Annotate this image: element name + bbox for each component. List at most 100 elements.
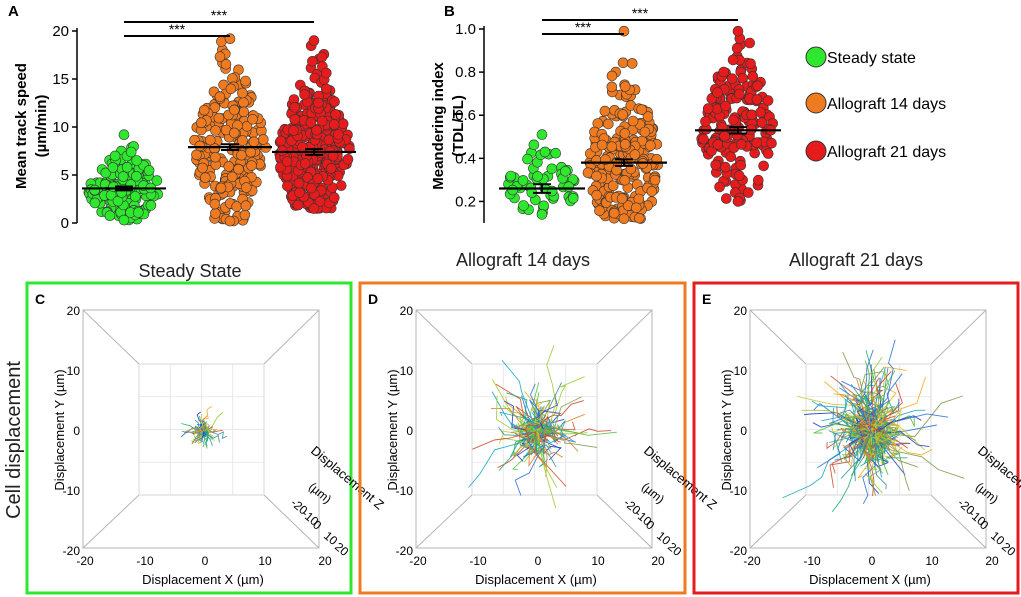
x-tick-label: -20	[743, 554, 761, 568]
data-point	[698, 133, 709, 145]
data-point	[766, 137, 777, 149]
data-point	[712, 87, 723, 98]
data-point	[316, 115, 328, 127]
data-point	[210, 208, 221, 219]
data-point	[320, 67, 332, 79]
series-2	[695, 25, 781, 207]
track-line	[468, 431, 537, 488]
data-point	[107, 162, 119, 173]
track-line	[501, 360, 537, 432]
data-point	[646, 186, 658, 197]
data-point	[617, 57, 629, 69]
data-point	[238, 106, 249, 118]
data-point	[299, 158, 311, 169]
track-line	[865, 371, 890, 432]
track-line	[870, 430, 888, 450]
data-point	[89, 184, 100, 196]
data-point	[198, 104, 210, 116]
data-point	[563, 181, 575, 192]
y-tick-label: 10	[52, 119, 69, 136]
panel-e: Allograft 21 days E -20 -10 0 10 20 Displacem…	[692, 250, 1021, 595]
z-axis-unit: (µm)	[639, 480, 667, 507]
x-tick-label: 10	[258, 554, 272, 568]
data-point	[145, 200, 157, 211]
data-point	[629, 149, 641, 160]
data-point	[316, 51, 328, 63]
track-line	[862, 380, 882, 432]
x-tick-label: 0	[535, 554, 542, 568]
data-point	[591, 189, 603, 201]
box-edge	[263, 494, 320, 549]
series-2	[272, 35, 356, 214]
track-line	[797, 395, 871, 432]
box-edge	[596, 309, 653, 365]
box-front	[749, 309, 987, 549]
data-point	[312, 173, 324, 184]
data-point	[726, 73, 738, 84]
svg-text:(µm/min): (µm/min)	[33, 95, 50, 158]
significance-label: ***	[211, 7, 228, 23]
x-tick-label: 10	[591, 554, 605, 568]
data-point	[734, 88, 745, 100]
track-line	[504, 400, 537, 432]
panel-e-label: E	[702, 291, 711, 307]
track-line	[870, 371, 892, 432]
panel-a-axes: 0 5 10 15 20 *** ***	[52, 7, 356, 232]
x-tick-label: 20	[985, 554, 999, 568]
data-point	[342, 154, 354, 165]
track-line	[862, 431, 877, 505]
data-point	[751, 94, 763, 105]
data-point	[238, 97, 249, 108]
box-front	[82, 309, 320, 549]
data-point	[758, 160, 769, 172]
series-1	[581, 25, 667, 224]
track-line	[536, 427, 579, 452]
data-point	[536, 209, 548, 220]
data-point	[329, 96, 340, 107]
y-tick-label: 0.6	[455, 107, 476, 124]
data-point	[602, 118, 614, 130]
panel-c-title: Steady State	[138, 261, 241, 281]
data-point	[719, 130, 730, 142]
svg-text:Allograft 21 days: Allograft 21 days	[827, 144, 946, 161]
data-point	[746, 109, 758, 121]
data-point	[288, 125, 299, 136]
data-point	[636, 104, 647, 115]
significance-label: ***	[169, 21, 186, 37]
data-point	[224, 215, 236, 227]
track-line	[201, 414, 204, 432]
x-tick-label: -10	[469, 554, 487, 568]
series-1	[188, 33, 272, 227]
data-point	[732, 196, 744, 207]
x-tick-label: 20	[651, 554, 665, 568]
box-edge	[415, 309, 473, 365]
data-point	[546, 163, 558, 175]
data-point	[742, 187, 754, 198]
data-point	[752, 80, 764, 92]
y-tick-label: 0	[406, 424, 413, 438]
y-tick-label: -20	[63, 544, 81, 558]
data-point	[313, 97, 324, 109]
x-axis-label: Displacement X (µm)	[809, 572, 931, 587]
y-tick-label: 20	[52, 23, 69, 40]
data-point	[328, 192, 340, 203]
data-point	[246, 160, 257, 171]
x-tick-label: 0	[869, 554, 876, 568]
data-point	[109, 150, 121, 162]
y-tick-label: 10	[734, 364, 748, 378]
track-line	[853, 422, 871, 432]
data-point	[282, 180, 293, 192]
legend-marker	[805, 92, 827, 114]
data-point	[616, 193, 628, 204]
x-tick-label: 10	[925, 554, 939, 568]
track-line	[864, 431, 878, 470]
data-point	[328, 119, 340, 130]
track-line	[490, 407, 537, 432]
box-edge	[263, 309, 320, 365]
data-point	[720, 161, 731, 173]
data-point	[210, 125, 221, 136]
data-point	[229, 127, 240, 139]
data-point	[522, 153, 533, 165]
data-point	[728, 114, 739, 126]
